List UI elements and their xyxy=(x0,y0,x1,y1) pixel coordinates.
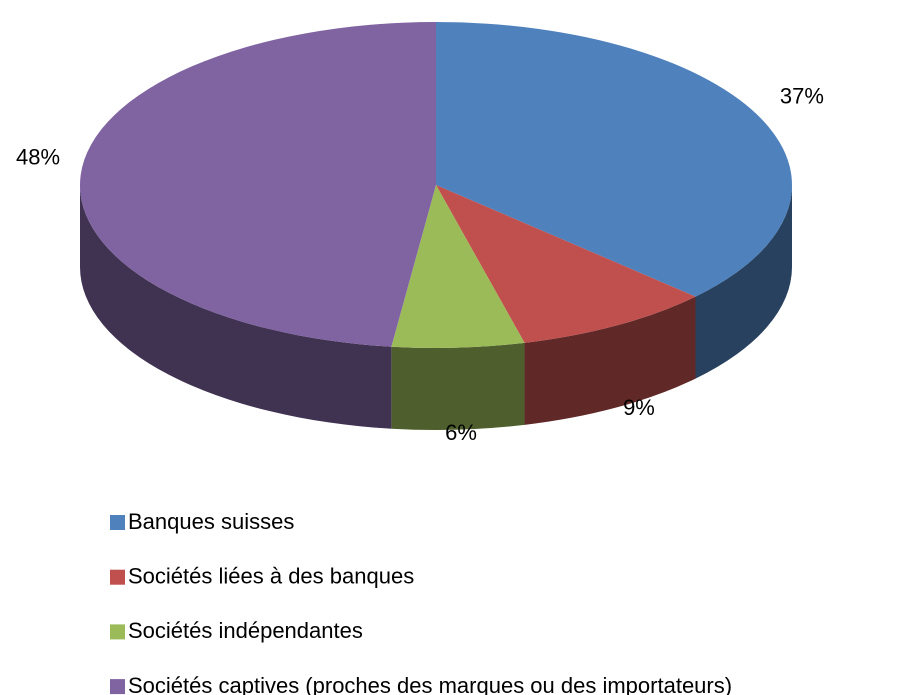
legend-label: Sociétés liées à des banques xyxy=(128,564,414,589)
slice-side xyxy=(695,185,792,379)
data-label: 48% xyxy=(16,144,60,169)
data-label: 6% xyxy=(445,420,477,445)
legend-swatch xyxy=(110,679,125,695)
slice xyxy=(436,185,696,343)
legend-swatch xyxy=(110,569,125,585)
legend-label: Sociétés captives (proches des marques o… xyxy=(128,673,732,695)
slice-side xyxy=(524,296,696,425)
slice xyxy=(79,22,437,347)
data-label: 9% xyxy=(623,395,655,420)
slice-side xyxy=(80,185,392,429)
slice xyxy=(436,22,792,297)
data-label: 37% xyxy=(780,83,824,108)
slice xyxy=(391,185,525,348)
legend-swatch xyxy=(110,515,125,530)
legend-label: Sociétés indépendantes xyxy=(128,618,363,643)
legend-swatch xyxy=(110,624,125,640)
slice-side xyxy=(391,342,525,430)
legend-label: Banques suisses xyxy=(128,509,294,534)
